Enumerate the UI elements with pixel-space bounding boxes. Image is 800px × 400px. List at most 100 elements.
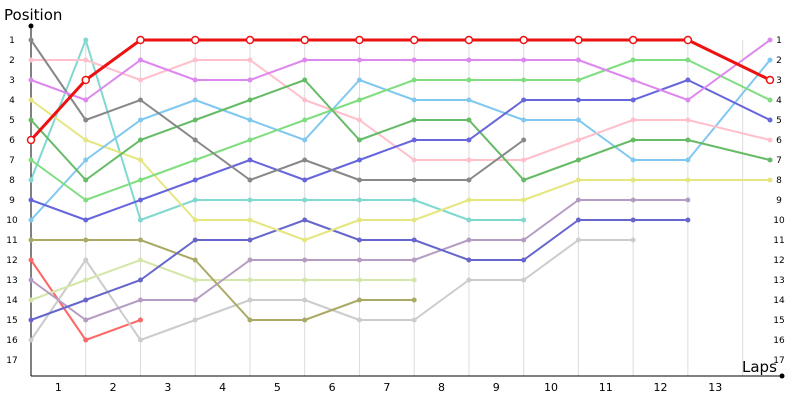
y-tick-label-right: 2 bbox=[776, 56, 782, 66]
data-point bbox=[356, 97, 362, 103]
data-point bbox=[247, 177, 253, 183]
x-tick-label: 9 bbox=[493, 381, 500, 394]
data-point bbox=[765, 75, 775, 85]
series-line bbox=[30, 59, 771, 201]
series-11 bbox=[28, 57, 773, 203]
y-tick-label-right: 13 bbox=[773, 276, 784, 286]
data-point bbox=[247, 317, 253, 323]
data-point bbox=[356, 137, 362, 143]
data-point bbox=[685, 77, 691, 83]
series-10 bbox=[28, 57, 773, 163]
data-point bbox=[628, 35, 638, 45]
data-point bbox=[28, 277, 34, 283]
y-tick-label-right: 17 bbox=[773, 356, 784, 366]
data-point bbox=[28, 257, 34, 263]
data-point bbox=[192, 57, 198, 63]
data-point bbox=[28, 237, 34, 243]
data-point bbox=[466, 77, 472, 83]
data-point bbox=[83, 177, 89, 183]
data-point bbox=[356, 237, 362, 243]
series-line bbox=[30, 79, 771, 221]
data-point bbox=[466, 237, 472, 243]
data-point bbox=[574, 35, 583, 45]
data-point bbox=[575, 237, 581, 243]
x-tick-label: 8 bbox=[438, 381, 445, 394]
data-point bbox=[83, 117, 89, 123]
x-tick-label: 1 bbox=[55, 381, 62, 394]
data-point bbox=[411, 157, 417, 163]
data-point bbox=[521, 277, 527, 283]
data-point bbox=[300, 35, 309, 45]
data-point bbox=[411, 97, 417, 103]
data-point bbox=[685, 117, 691, 123]
y-tick-label: 7 bbox=[9, 156, 15, 166]
data-point bbox=[302, 77, 308, 83]
data-point bbox=[630, 177, 636, 183]
data-point bbox=[521, 97, 527, 103]
data-point bbox=[466, 57, 472, 63]
data-point bbox=[630, 57, 636, 63]
data-point bbox=[302, 297, 308, 303]
data-point bbox=[83, 57, 89, 63]
data-point bbox=[521, 117, 527, 123]
data-point bbox=[521, 57, 527, 63]
data-point bbox=[137, 57, 143, 63]
data-point bbox=[767, 117, 773, 123]
data-point bbox=[411, 77, 417, 83]
data-point bbox=[192, 217, 198, 223]
series-13 bbox=[28, 77, 773, 223]
x-tick-label: 2 bbox=[110, 381, 117, 394]
data-point bbox=[575, 137, 581, 143]
data-point bbox=[630, 97, 636, 103]
data-point bbox=[137, 257, 143, 263]
data-point bbox=[685, 177, 691, 183]
y-tick-label: 3 bbox=[9, 76, 15, 86]
data-point bbox=[83, 97, 89, 103]
data-point bbox=[685, 157, 691, 163]
data-point bbox=[247, 57, 253, 63]
data-point bbox=[685, 217, 691, 223]
series-lines bbox=[26, 35, 775, 343]
data-point bbox=[247, 117, 253, 123]
data-point bbox=[83, 317, 89, 323]
series-line bbox=[30, 79, 771, 181]
data-point bbox=[575, 197, 581, 203]
data-point bbox=[575, 117, 581, 123]
series-line bbox=[31, 59, 771, 161]
data-point bbox=[137, 117, 143, 123]
series-12 bbox=[28, 77, 773, 183]
data-point bbox=[137, 217, 143, 223]
y-tick-label-right: 16 bbox=[773, 336, 785, 346]
data-point bbox=[247, 97, 253, 103]
data-point bbox=[137, 337, 143, 343]
data-point bbox=[411, 177, 417, 183]
data-point bbox=[521, 137, 527, 143]
data-point bbox=[302, 117, 308, 123]
data-point bbox=[192, 237, 198, 243]
y-tick-label: 11 bbox=[6, 236, 17, 246]
data-point bbox=[411, 117, 417, 123]
y-axis-end-marker bbox=[28, 23, 34, 29]
data-point bbox=[137, 157, 143, 163]
data-point bbox=[28, 37, 34, 43]
data-point bbox=[28, 57, 34, 63]
y-tick-label-right: 9 bbox=[776, 196, 782, 206]
data-point bbox=[302, 177, 308, 183]
data-point bbox=[302, 97, 308, 103]
y-tick-label-right: 12 bbox=[773, 256, 784, 266]
data-point bbox=[192, 197, 198, 203]
data-point bbox=[411, 137, 417, 143]
data-point bbox=[767, 177, 773, 183]
data-point bbox=[685, 57, 691, 63]
data-point bbox=[302, 257, 308, 263]
x-tick-label: 13 bbox=[708, 381, 722, 394]
data-point bbox=[356, 257, 362, 263]
data-point bbox=[247, 77, 253, 83]
data-point bbox=[83, 197, 89, 203]
y-tick-label-right: 10 bbox=[773, 216, 785, 226]
data-point bbox=[685, 197, 691, 203]
data-point bbox=[28, 197, 34, 203]
data-point bbox=[192, 317, 198, 323]
